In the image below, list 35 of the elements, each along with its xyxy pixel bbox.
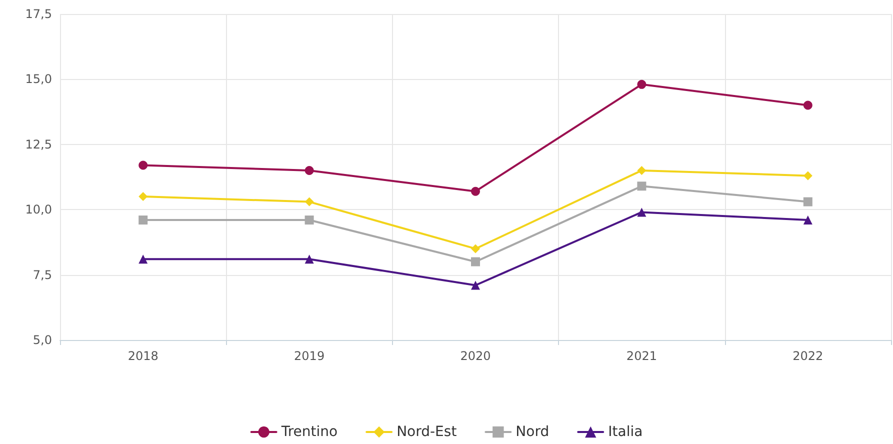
legend-label: Trentino: [280, 424, 338, 440]
x-tick-label: 2022: [792, 349, 824, 363]
x-tick-label: 2021: [626, 349, 657, 363]
y-tick-label: 5,0: [32, 333, 52, 347]
point: [304, 166, 314, 175]
point: [637, 166, 646, 175]
y-tick-label: 7,5: [32, 268, 52, 282]
point: [637, 80, 646, 89]
y-tick-label: 12,5: [25, 137, 52, 152]
legend-label: Italia: [608, 424, 643, 440]
legend-label: Nord: [516, 424, 550, 440]
point: [803, 171, 812, 180]
x-tick-label: 2020: [460, 349, 491, 363]
point: [138, 254, 148, 264]
point: [471, 244, 480, 254]
point: [304, 254, 314, 264]
legend-label: Nord-Est: [396, 424, 458, 440]
y-tick-label: 15,0: [25, 72, 52, 86]
point: [304, 197, 314, 206]
point: [637, 208, 646, 217]
point: [471, 280, 480, 290]
point: [471, 186, 480, 196]
point: [471, 257, 480, 266]
y-tick-label: 17,5: [25, 7, 52, 21]
x-tick-label: 2019: [294, 349, 325, 363]
point: [803, 100, 812, 110]
point: [637, 182, 646, 191]
point: [803, 216, 812, 225]
x-tick-label: 2018: [128, 349, 158, 363]
point: [304, 216, 314, 225]
point: [138, 160, 148, 170]
point: [138, 216, 148, 225]
y-tick-label: 10,0: [25, 202, 52, 217]
point: [803, 197, 812, 206]
point: [138, 192, 148, 202]
